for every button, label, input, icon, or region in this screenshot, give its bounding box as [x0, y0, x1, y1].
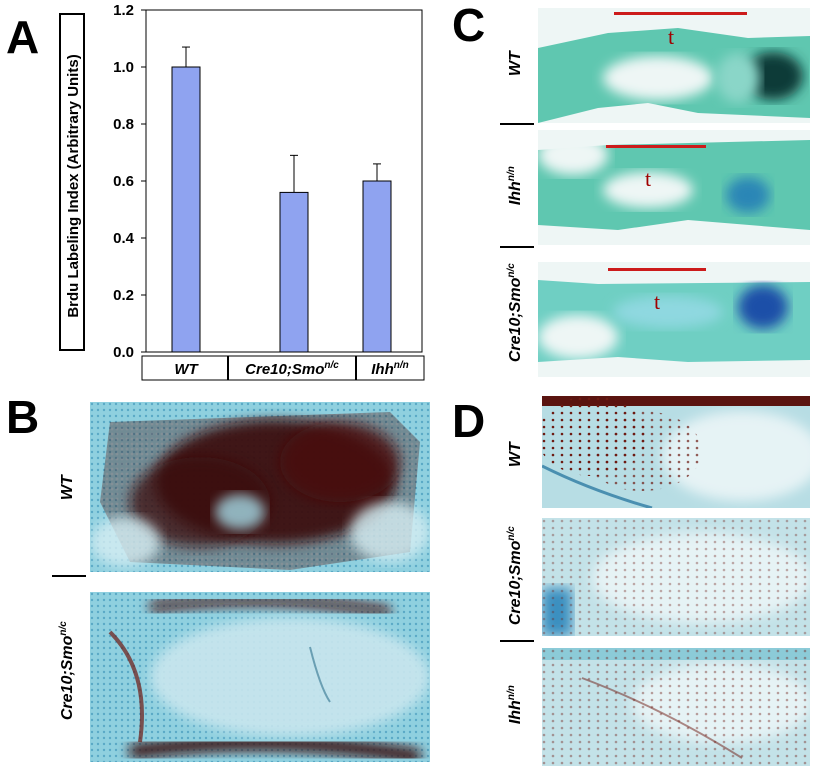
panel-letter-c: C	[452, 0, 486, 51]
row-divider	[500, 640, 534, 642]
y-axis-label: Brdu Labeling Index (Arbitrary Units)	[65, 54, 82, 317]
row-label-cre10-smo: Cre10;Smon/c	[505, 263, 524, 362]
row-label-cre10-smo: Cre10;Smon/c	[505, 526, 524, 626]
bar	[279, 191, 309, 353]
y-tick-label: 0.0	[113, 344, 134, 361]
micrograph-c-cre10-smo	[538, 262, 810, 377]
x-tick-label: WT	[174, 361, 199, 378]
bar-chart: 0.0 0.2 0.4 0.6 0.8 1.0 1.2 Brdu Labeling Index…	[59, 2, 425, 381]
micrograph-b-wt	[90, 402, 430, 572]
bar	[171, 66, 201, 353]
red-bar	[606, 145, 706, 148]
panel-letter-a: A	[6, 11, 40, 63]
micrograph-d-wt	[542, 396, 810, 508]
category-box	[141, 355, 425, 381]
y-tick-label: 0.2	[113, 287, 134, 304]
x-tick-label: Cre10;Smon/c	[245, 360, 339, 378]
micrograph-d-ihh	[542, 648, 810, 766]
x-tick-label: Ihhn/n	[371, 360, 409, 378]
micrograph-c-wt	[538, 8, 810, 123]
panel-letter-b: B	[6, 391, 40, 443]
red-bar	[608, 268, 706, 271]
row-label-wt: WT	[506, 442, 524, 468]
panel-letter-d: D	[452, 395, 486, 447]
row-divider	[52, 575, 86, 577]
row-label-ihh: Ihhn/n	[505, 685, 524, 725]
row-label-ihh: Ihhn/n	[505, 166, 524, 206]
t-marker: t	[645, 166, 652, 191]
t-marker: t	[668, 24, 675, 49]
t-marker: t	[654, 289, 661, 314]
row-divider	[500, 123, 534, 125]
y-tick-label: 0.4	[113, 230, 135, 247]
red-bar	[614, 12, 747, 15]
row-label-wt: WT	[506, 51, 524, 77]
row-label-cre10-smo: Cre10;Smon/c	[57, 621, 76, 720]
y-tick-label: 1.0	[113, 59, 134, 76]
micrograph-c-ihh	[538, 130, 810, 245]
micrograph-b-cre10-smo	[90, 592, 430, 762]
y-tick-label: 1.2	[113, 2, 134, 19]
row-label-wt: WT	[58, 475, 76, 500]
y-tick-label: 0.6	[113, 173, 134, 190]
y-tick-label: 0.8	[113, 116, 134, 133]
row-divider	[500, 246, 534, 248]
bar	[362, 180, 392, 353]
micrograph-d-cre10-smo	[542, 518, 810, 636]
y-axis-label-box	[59, 13, 85, 351]
